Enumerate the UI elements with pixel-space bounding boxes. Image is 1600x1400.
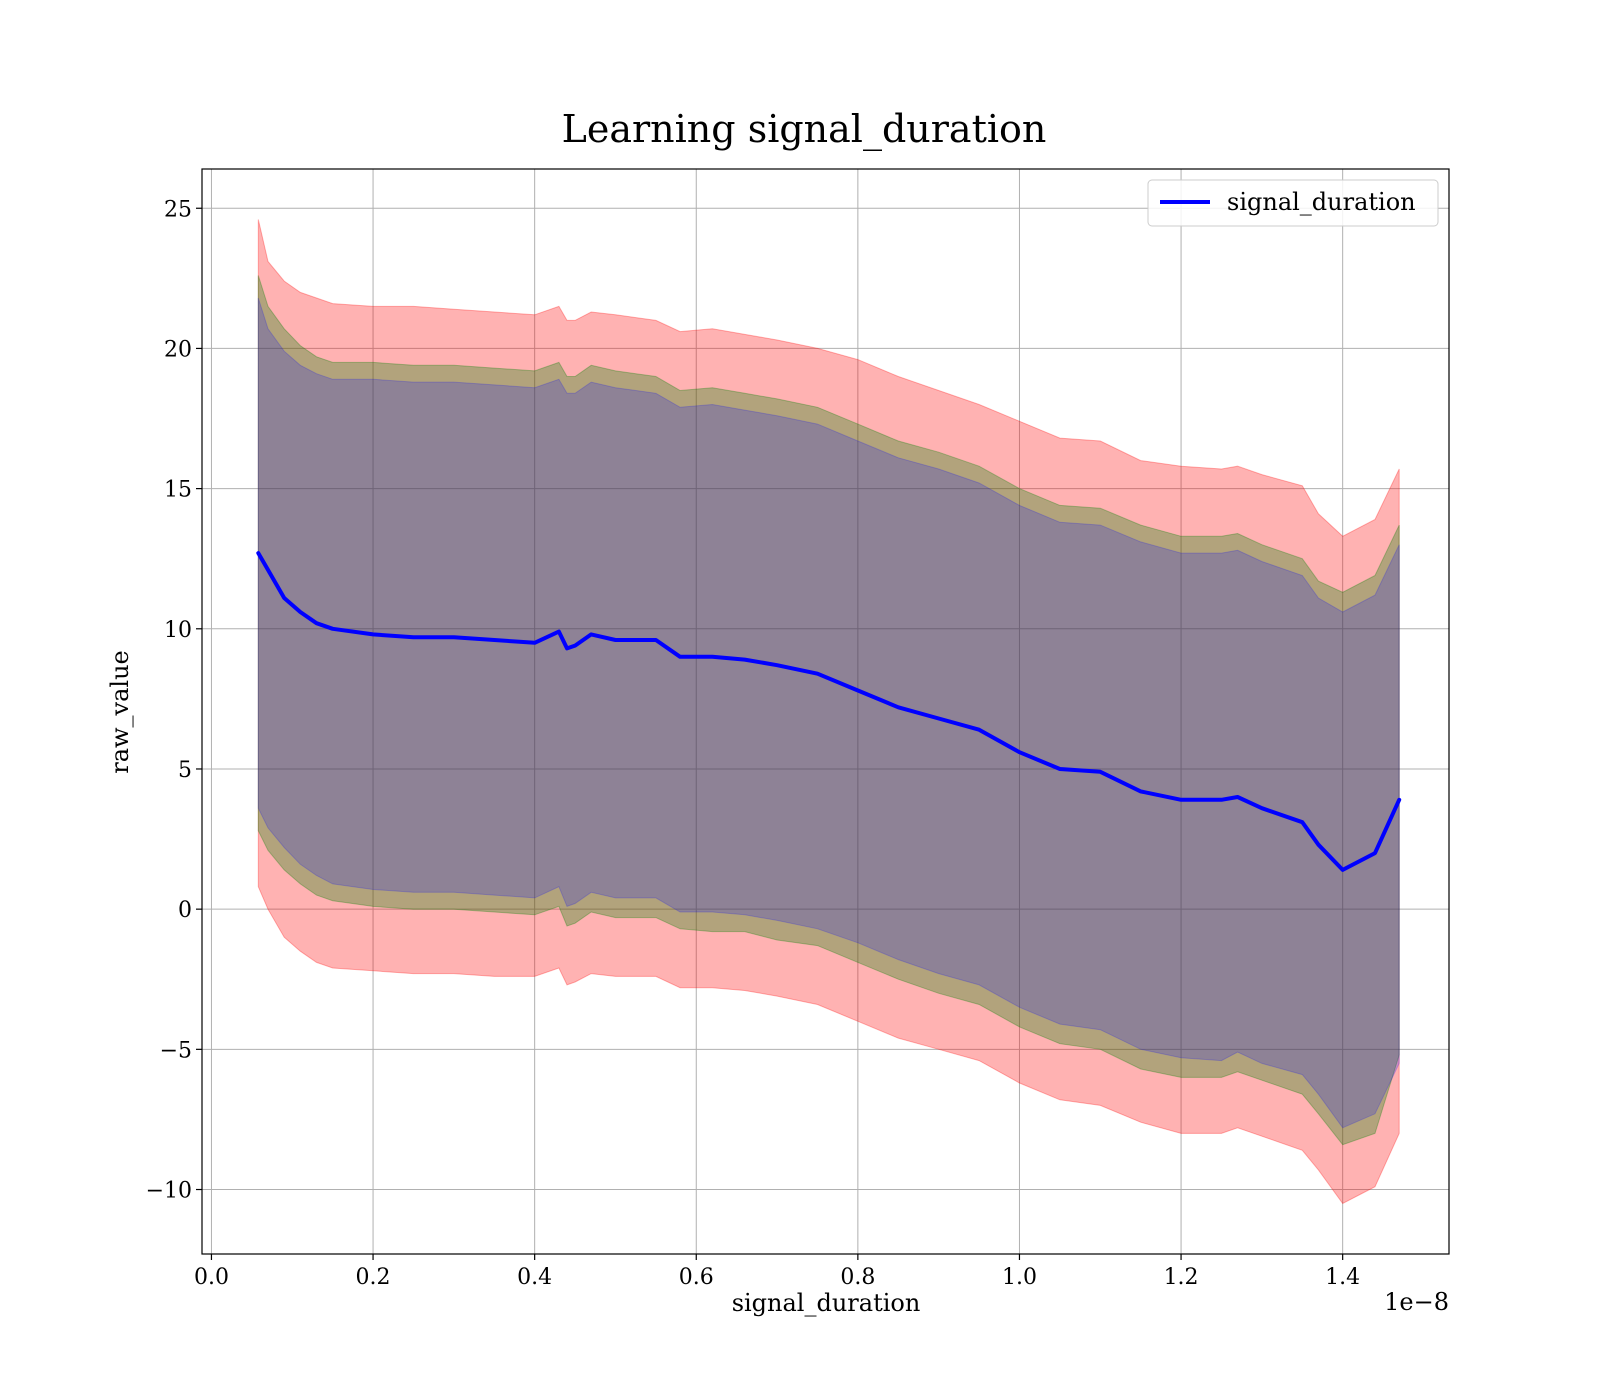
chart-title: Learning signal_duration — [562, 107, 1047, 152]
confidence-band — [257, 219, 1400, 1205]
y-tick-label: 25 — [164, 197, 192, 222]
x-tick-label: 0.8 — [840, 1265, 875, 1290]
x-axis-ticks: 0.0 0.2 0.4 0.6 0.8 1.0 1.2 1.4 — [194, 1254, 1360, 1290]
x-tick-label: 1.2 — [1164, 1265, 1199, 1290]
y-tick-label: 0 — [178, 898, 192, 923]
series-line — [256, 551, 1402, 872]
grid — [202, 169, 1449, 1254]
y-tick-label: 20 — [164, 337, 192, 362]
y-tick-label: −10 — [146, 1179, 192, 1204]
confidence-bands — [257, 219, 1400, 1205]
x-tick-label: 0.2 — [356, 1265, 391, 1290]
plot-frame — [201, 168, 1450, 1255]
confidence-band — [257, 275, 1400, 1146]
x-tick-label: 0.6 — [679, 1265, 714, 1290]
legend-box — [1147, 179, 1439, 227]
y-tick-label: 10 — [164, 618, 192, 643]
x-tick-label: 0.0 — [194, 1265, 229, 1290]
y-axis-ticks: −10 −5 0 5 10 15 20 25 — [146, 197, 202, 1204]
legend-label: signal_duration — [1227, 188, 1416, 216]
series-lines — [256, 551, 1402, 872]
y-tick-label: 15 — [164, 478, 192, 503]
x-axis-offset-text: 1e−8 — [1384, 1288, 1449, 1316]
x-axis-label: signal_duration — [732, 1289, 921, 1317]
confidence-band — [257, 297, 1400, 1129]
y-axis-label: raw_value — [106, 650, 134, 774]
x-tick-label: 1.4 — [1325, 1265, 1360, 1290]
y-tick-label: 5 — [178, 758, 192, 783]
legend: signal_duration — [1147, 179, 1439, 227]
x-tick-label: 0.4 — [517, 1265, 552, 1290]
y-tick-label: −5 — [160, 1038, 192, 1063]
x-tick-label: 1.0 — [1002, 1265, 1037, 1290]
